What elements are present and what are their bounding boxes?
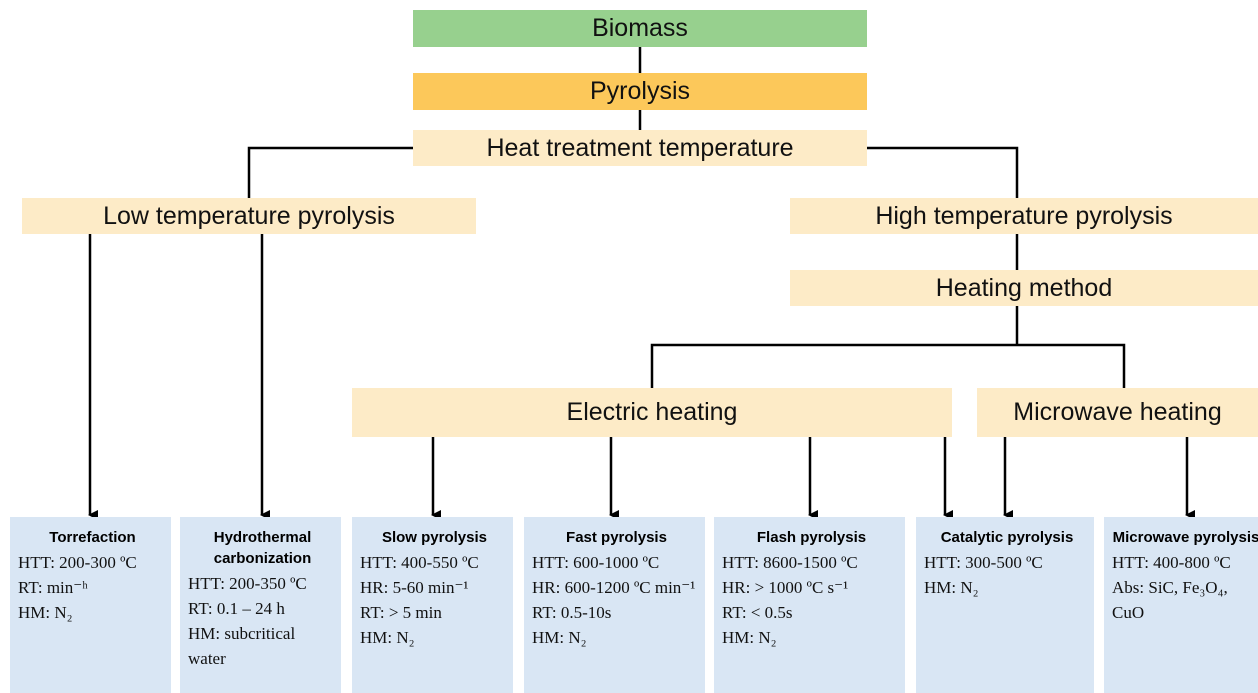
pyrolysis-box: Pyrolysis [413,73,867,110]
method-box: Hydrothermal carbonization HTT: 200-350 º… [180,517,341,693]
method-line: HM: subcritical water [188,624,296,668]
method-line: HM: N₂ [924,578,979,597]
method-line: HM: N₂ [722,628,777,647]
method-title: Slow pyrolysis [381,529,488,546]
method-line: HTT: 400-550 ºC [360,553,479,572]
method-box: Flash pyrolysis HTT: 8600-1500 ºC HR: > 10… [714,517,905,693]
method-line: RT: 0.1 – 24 h [188,599,285,618]
method-box: Slow pyrolysis HTT: 400-550 ºC HR: 5-60 mi… [352,517,513,693]
method-line: RT: < 0.5s [722,603,793,622]
method-line: Abs: SiC, Fe₃O₄, CuO [1112,578,1228,622]
heating-method-box: Heating method [790,270,1258,306]
method-line: HR: 5-60 min⁻¹ [360,578,469,597]
line [247,146,413,198]
high-temp-box: High temperature pyrolysis [790,198,1258,234]
lines [88,47,1195,520]
method-line: RT: min⁻ʰ [18,578,88,597]
method-line: HM: N₂ [18,603,73,622]
method-line: HM: N₂ [532,628,587,647]
method-line: HTT: 200-300 ºC [18,553,137,572]
method-line: RT: 0.5-10s [532,603,612,622]
method-line: RT: > 5 min [360,603,442,622]
method-line: HR: > 1000 ºC s⁻¹ [722,578,849,597]
method-line: HM: N₂ [360,628,415,647]
biomass-box: Biomass [413,10,867,47]
method-title: Flash pyrolysis [756,529,867,546]
method-line: HTT: 400-800 ºC [1112,553,1231,572]
electric-box: Electric heating [352,388,952,437]
method-line: HTT: 300-500 ºC [924,553,1043,572]
method-box: Torrefaction HTT: 200-300 ºC RT: min⁻ʰ HM: … [10,517,171,693]
line [867,146,1019,198]
method-title: Catalytic pyrolysis [940,529,1074,546]
method-box: Catalytic pyrolysis HTT: 300-500 ºC HM: N₂ [916,517,1094,693]
method-box: Microwave pyrolysis HTT: 400-800 ºC Abs: S… [1104,517,1258,693]
line [650,343,1126,388]
method-line: HTT: 600-1000 ºC [532,553,660,572]
method-title: Microwave pyrolysis [1112,529,1258,546]
method-title: Fast pyrolysis [566,529,667,546]
method-line: HTT: 200-350 ºC [188,574,307,593]
method-title: Torrefaction [49,529,136,546]
method-title: Hydrothermal carbonization [213,529,312,567]
microwave-box: Microwave heating [977,388,1258,437]
low-temp-box: Low temperature pyrolysis [22,198,476,234]
htt-box: Heat treatment temperature [413,130,867,166]
method-line: HTT: 8600-1500 ºC [722,553,858,572]
method-box: Fast pyrolysis HTT: 600-1000 ºC HR: 600-12… [524,517,705,693]
method-line: HR: 600-1200 ºC min⁻¹ [532,578,696,597]
